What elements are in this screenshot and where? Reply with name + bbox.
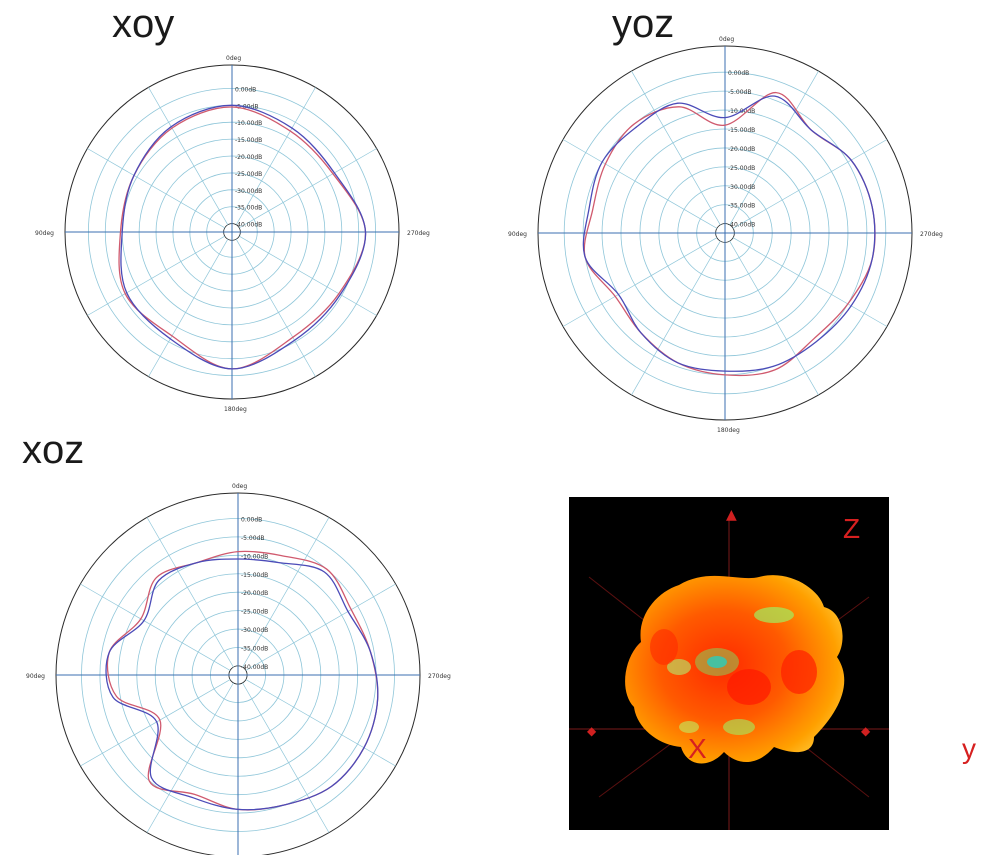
radial-tick-label: -25.00dB [728, 165, 755, 172]
polar-chart-xoy: 0.00dB-5.00dB-10.00dB-15.00dB-20.00dB-25… [35, 55, 430, 413]
grid-spoke [148, 87, 229, 225]
radial-tick-label: -25.00dB [241, 609, 268, 616]
grid-spoke [239, 235, 377, 316]
radial-tick-label: -10.00dB [235, 120, 262, 127]
angle-label: 180deg [224, 406, 247, 413]
grid-spoke [562, 139, 718, 229]
radial-tick-label: 0.00dB [728, 70, 749, 77]
radial-tick-label: -30.00dB [241, 627, 268, 634]
grid-spoke [87, 235, 225, 316]
radial-tick-label: -30.00dB [728, 184, 755, 191]
grid-spoke [242, 682, 330, 833]
series-curve-2 [120, 104, 367, 370]
radial-tick-label: 0.00dB [235, 86, 256, 93]
angle-label: 90deg [508, 231, 527, 238]
axis-label-y: y [962, 733, 976, 764]
angle-label: 0deg [719, 36, 734, 43]
panel-title-xoz: xoz [22, 428, 85, 472]
svg-text:▲: ▲ [726, 507, 737, 523]
grid-spoke [245, 679, 396, 767]
radial-tick-label: -15.00dB [241, 572, 268, 579]
angle-label: 270deg [407, 230, 430, 237]
axis-label-z: Z [843, 513, 861, 544]
radial-tick-label: -20.00dB [728, 146, 755, 153]
radial-tick-label: -40.00dB [235, 222, 262, 229]
grid-spoke [729, 70, 819, 226]
radial-tick-label: -30.00dB [235, 188, 262, 195]
angle-label: 270deg [920, 231, 943, 238]
grid-spoke [87, 148, 225, 229]
grid-spoke [631, 240, 721, 396]
grid-spoke [631, 70, 721, 226]
grid-spoke [239, 148, 377, 229]
polar-chart-xoz: 0.00dB -5.00dB -10.00dB -15.00dB -20.00dB -25… [26, 483, 451, 855]
radial-tick-label: -20.00dB [235, 154, 262, 161]
radial-tick-label: -40.00dB [728, 222, 755, 229]
angle-label: 0deg [232, 483, 247, 490]
grid-spoke [235, 87, 316, 225]
grid-spoke [80, 679, 231, 767]
radial-tick-label: -25.00dB [235, 171, 262, 178]
series-curve-2 [105, 558, 379, 811]
angle-label: 90deg [35, 230, 54, 237]
angle-label: 270deg [428, 673, 451, 680]
axis-label-x: X [688, 733, 707, 764]
grid-spoke [80, 583, 231, 671]
grid-spoke [146, 517, 234, 668]
grid-spoke [235, 239, 316, 377]
radial-tick-label: 0.00dB [241, 516, 262, 523]
radiation-pattern-3d-view: ▲ ◆ ◆ [569, 497, 889, 830]
radial-tick-label: -15.00dB [728, 127, 755, 134]
grid-spoke [146, 682, 234, 833]
panel-title-xoy: xoy [112, 2, 175, 46]
grid-spoke [148, 239, 229, 377]
radial-tick-label: -5.00dB [241, 535, 264, 542]
grid-spoke [242, 517, 330, 668]
grid-spoke [732, 139, 888, 229]
radial-tick-label: -35.00dB [241, 645, 268, 652]
radial-tick-label: -20.00dB [241, 590, 268, 597]
radial-tick-label: -10.00dB [241, 553, 268, 560]
angle-label: 180deg [717, 427, 740, 434]
series-curve-2 [582, 95, 876, 372]
radial-tick-label: -15.00dB [235, 137, 262, 144]
svg-text:◆: ◆ [861, 724, 871, 738]
radiation-pattern-3d-image: ▲ ◆ ◆ [569, 507, 889, 830]
polar-chart-yoz: 0.00dB-5.00dB-10.00dB-15.00dB-20.00dB-25… [508, 36, 943, 434]
grid-spoke [732, 237, 888, 327]
radial-tick-label: -35.00dB [235, 205, 262, 212]
grid-spoke [245, 583, 396, 671]
grid-spoke [562, 237, 718, 327]
angle-label: 90deg [26, 673, 45, 680]
radial-tick-label: -35.00dB [728, 203, 755, 210]
grid-spoke [729, 240, 819, 396]
panel-title-yoz: yoz [612, 2, 675, 46]
radial-tick-label: -40.00dB [241, 664, 268, 671]
svg-text:◆: ◆ [587, 724, 597, 738]
angle-label: 0deg [226, 55, 241, 62]
radial-tick-label: -5.00dB [728, 89, 751, 96]
